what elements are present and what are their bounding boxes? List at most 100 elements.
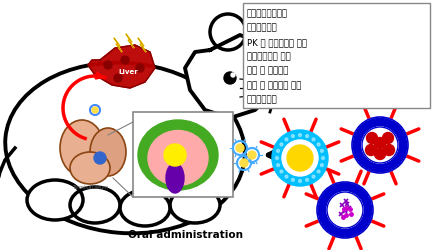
Circle shape (375, 138, 385, 148)
Ellipse shape (170, 187, 220, 223)
Circle shape (240, 159, 248, 167)
Circle shape (333, 228, 340, 235)
Circle shape (368, 120, 375, 128)
Circle shape (306, 135, 309, 138)
Circle shape (312, 175, 315, 178)
Text: PK 및 생체이용율 측정: PK 및 생체이용율 측정 (247, 38, 307, 47)
Circle shape (319, 213, 327, 220)
Circle shape (397, 131, 404, 139)
Circle shape (381, 119, 389, 126)
Circle shape (353, 145, 361, 152)
Circle shape (320, 216, 328, 224)
Circle shape (280, 143, 283, 146)
Circle shape (354, 148, 362, 156)
Ellipse shape (164, 144, 186, 166)
Circle shape (398, 134, 406, 142)
Circle shape (320, 196, 328, 204)
Circle shape (375, 118, 382, 126)
Circle shape (299, 134, 302, 136)
Circle shape (291, 178, 294, 181)
Circle shape (357, 154, 365, 162)
Circle shape (364, 206, 372, 214)
Circle shape (318, 206, 326, 214)
Circle shape (397, 151, 404, 159)
Ellipse shape (70, 187, 120, 223)
Circle shape (375, 164, 382, 172)
Circle shape (358, 222, 366, 230)
Circle shape (121, 56, 129, 64)
Polygon shape (138, 38, 146, 52)
Circle shape (339, 229, 347, 237)
Circle shape (276, 150, 279, 152)
Circle shape (384, 144, 395, 156)
Circle shape (355, 188, 363, 196)
Circle shape (357, 128, 365, 136)
Circle shape (385, 162, 392, 170)
Circle shape (272, 130, 328, 186)
Circle shape (364, 203, 372, 210)
Circle shape (285, 175, 288, 178)
Circle shape (327, 192, 363, 228)
Circle shape (280, 170, 283, 173)
Circle shape (398, 148, 406, 156)
Circle shape (236, 144, 244, 152)
Circle shape (393, 126, 401, 133)
Circle shape (371, 164, 379, 171)
Circle shape (343, 183, 351, 191)
Circle shape (322, 156, 325, 160)
Circle shape (350, 228, 357, 235)
Ellipse shape (90, 128, 126, 176)
Circle shape (391, 159, 398, 167)
Circle shape (365, 161, 372, 169)
Circle shape (378, 118, 385, 126)
Circle shape (324, 222, 332, 230)
Circle shape (360, 193, 368, 201)
Circle shape (359, 157, 367, 164)
Circle shape (224, 72, 236, 84)
Text: 경구흡수여부: 경구흡수여부 (247, 24, 278, 33)
Polygon shape (114, 38, 122, 52)
Circle shape (388, 121, 395, 129)
Text: 세포 및 동물영상: 세포 및 동물영상 (247, 67, 288, 76)
Circle shape (365, 144, 377, 156)
Circle shape (319, 203, 326, 210)
Circle shape (352, 117, 408, 173)
Text: Oral administration: Oral administration (128, 230, 243, 240)
Polygon shape (126, 34, 134, 48)
Circle shape (231, 73, 235, 77)
Circle shape (324, 190, 332, 198)
Text: 세포 및 통물독성 확인: 세포 및 통물독성 확인 (247, 81, 301, 90)
Ellipse shape (120, 190, 170, 226)
Circle shape (317, 182, 373, 238)
Bar (243, 3, 430, 108)
Circle shape (350, 185, 357, 192)
Circle shape (362, 196, 369, 204)
Circle shape (362, 216, 369, 224)
Circle shape (276, 156, 279, 160)
Circle shape (355, 151, 363, 159)
Ellipse shape (138, 120, 218, 190)
Text: Liver: Liver (118, 69, 138, 75)
Circle shape (363, 213, 371, 220)
Circle shape (330, 226, 337, 234)
Circle shape (336, 184, 344, 192)
Circle shape (248, 151, 256, 159)
Ellipse shape (70, 152, 110, 184)
Circle shape (285, 138, 288, 141)
Circle shape (327, 188, 335, 196)
Circle shape (362, 127, 398, 163)
Circle shape (391, 123, 398, 131)
Circle shape (322, 219, 330, 227)
Circle shape (343, 229, 351, 237)
Circle shape (319, 200, 327, 207)
Circle shape (353, 138, 361, 145)
Circle shape (399, 141, 407, 149)
Circle shape (359, 126, 367, 133)
Circle shape (346, 228, 354, 236)
Circle shape (317, 170, 320, 173)
Circle shape (339, 183, 347, 191)
Circle shape (395, 154, 403, 162)
Circle shape (330, 186, 337, 194)
Circle shape (333, 185, 340, 192)
Circle shape (368, 162, 375, 170)
